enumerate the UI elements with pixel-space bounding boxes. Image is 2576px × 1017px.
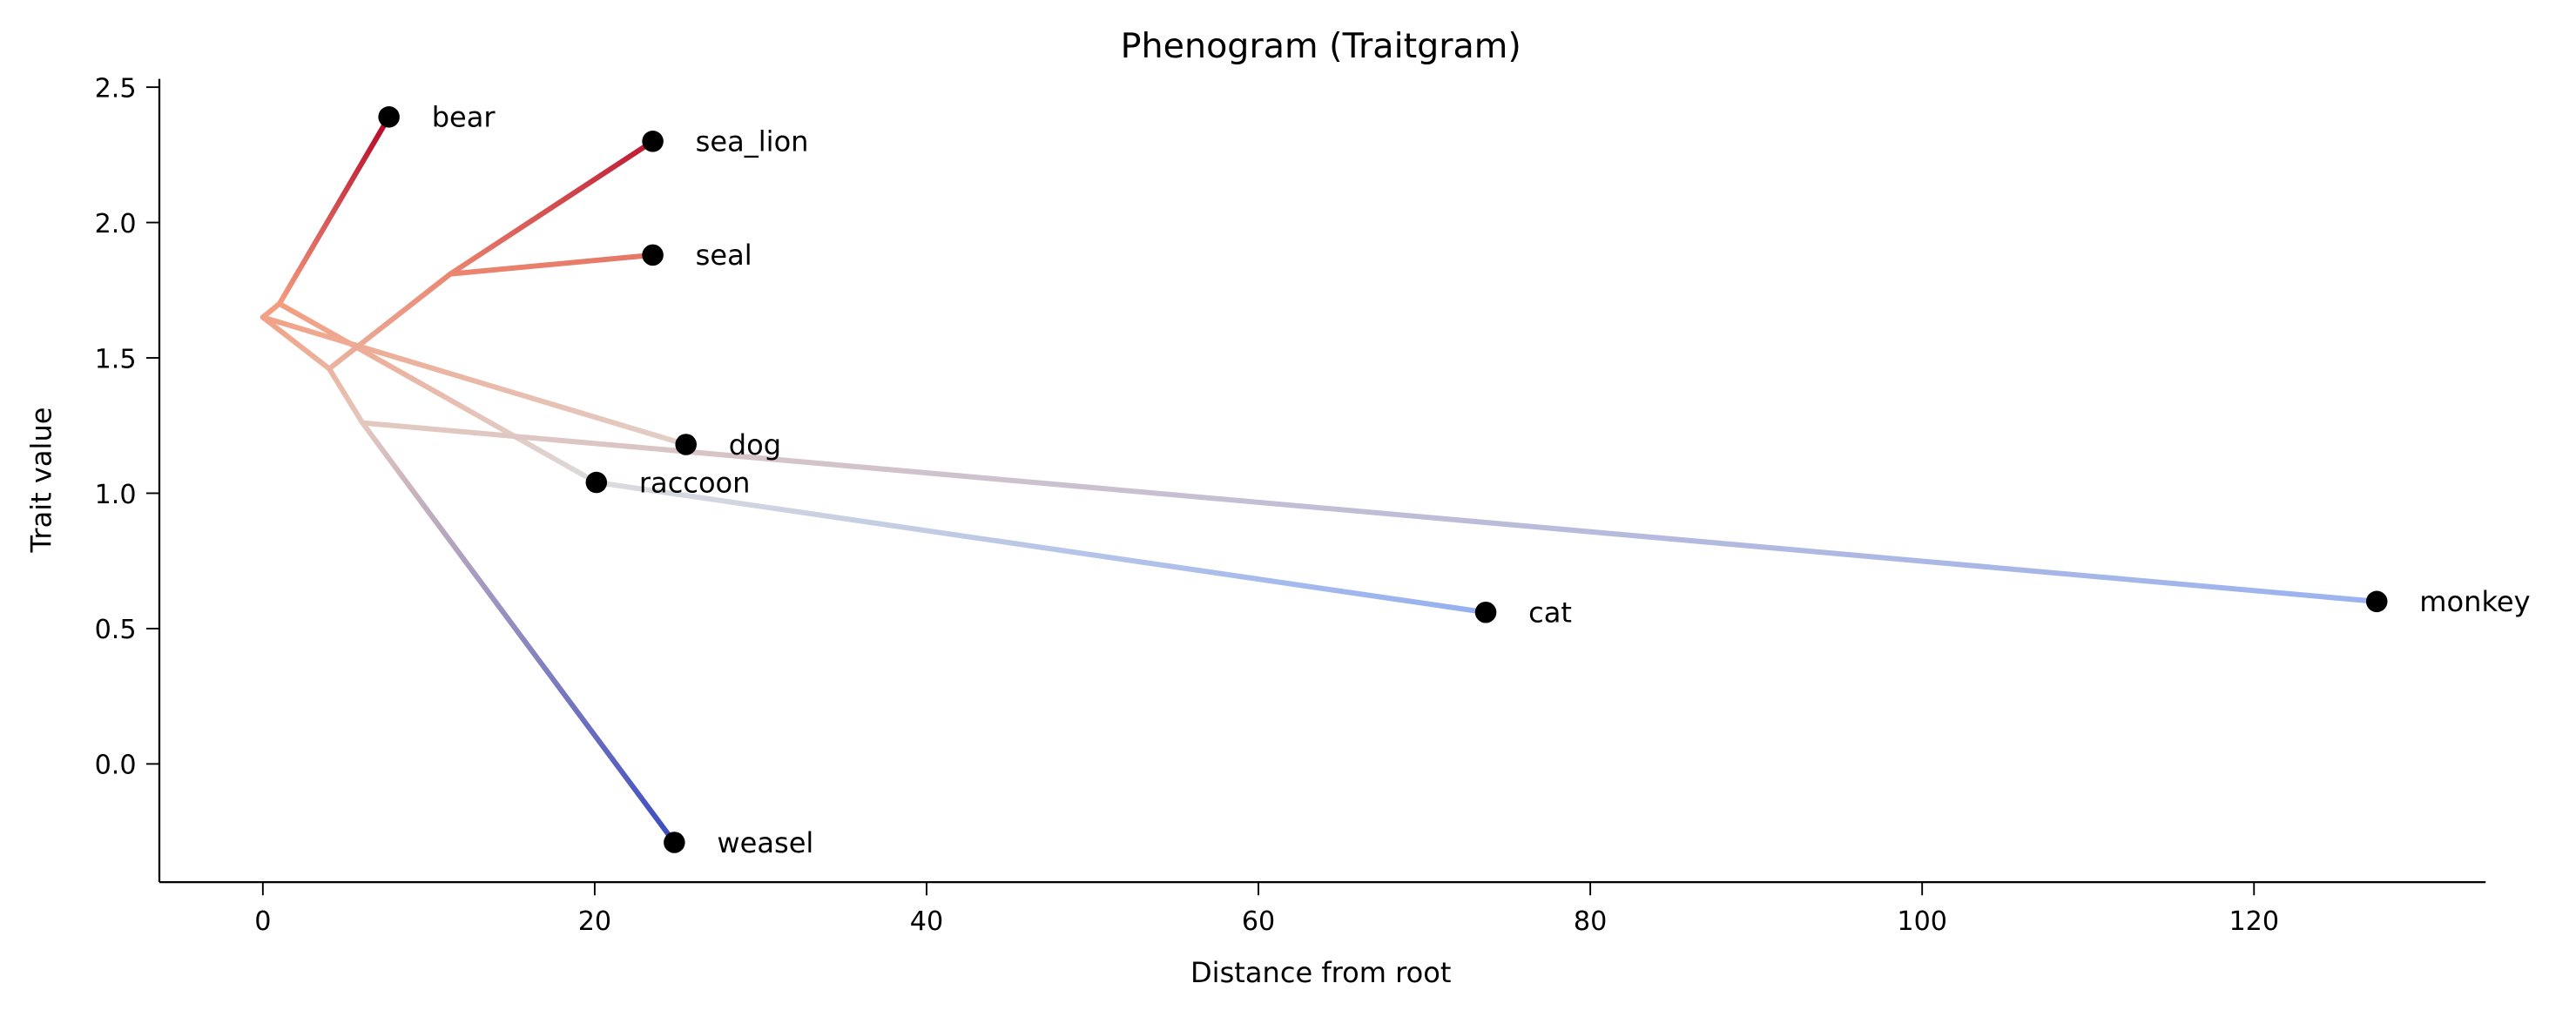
branch-raccoon-cat — [593, 480, 1489, 616]
y-tick-label: 2.0 — [95, 209, 137, 239]
tip-point-monkey — [2365, 590, 2388, 613]
branch-n4-weasel — [360, 420, 678, 845]
tip-label-seal: seal — [696, 239, 752, 272]
tip-point-raccoon — [585, 471, 608, 494]
tip-point-bear — [378, 106, 400, 128]
branch-root-n1 — [260, 300, 282, 320]
y-ticks: 0.0 0.5 1.0 1.5 2.0 2.5 — [95, 73, 159, 781]
y-tick-label: 0.0 — [95, 751, 137, 781]
tip-label-weasel: weasel — [717, 826, 813, 859]
tip-point-cat — [1474, 601, 1497, 623]
branch-n2-n4 — [327, 366, 366, 426]
x-tick-label: 40 — [910, 906, 943, 937]
branch-n2-n3 — [327, 271, 454, 372]
tip-label-bear: bear — [432, 101, 496, 134]
branch-n1-raccoon — [276, 300, 599, 486]
y-tick-label: 0.5 — [95, 615, 137, 645]
y-tick-label: 2.5 — [95, 73, 137, 104]
tip-label-sea_lion: sea_lion — [696, 125, 809, 158]
chart-title: Phenogram (Traitgram) — [1121, 26, 1521, 66]
branch-n4-monkey — [360, 420, 2380, 604]
tip-label-raccoon: raccoon — [639, 466, 751, 499]
x-axis-label: Distance from root — [1190, 956, 1451, 989]
branch-root-n2 — [260, 314, 333, 372]
y-tick-label: 1.5 — [95, 344, 137, 374]
x-tick-label: 120 — [2229, 906, 2279, 937]
x-tick-label: 100 — [1897, 906, 1947, 937]
y-tick-label: 1.0 — [95, 480, 137, 510]
tip-label-dog: dog — [729, 428, 781, 461]
branches — [260, 114, 2380, 845]
tip-label-monkey: monkey — [2419, 585, 2530, 618]
tip-point-weasel — [664, 832, 685, 853]
tip-point-dog — [675, 434, 697, 455]
y-axis-label: Trait value — [24, 407, 57, 554]
branch-n1-bear — [276, 114, 392, 306]
branch-root-dog — [260, 314, 689, 448]
tip-label-cat: cat — [1528, 596, 1572, 630]
x-ticks: 0 20 40 60 80 100 120 — [254, 882, 2279, 937]
x-tick-label: 60 — [1242, 906, 1275, 937]
x-tick-label: 80 — [1574, 906, 1607, 937]
tip-point-sea_lion — [642, 131, 664, 152]
tip-point-seal — [642, 244, 664, 266]
x-tick-label: 0 — [254, 906, 271, 937]
branch-n3-seal — [448, 252, 656, 277]
x-tick-label: 20 — [578, 906, 611, 937]
branch-n3-sea_lion — [448, 138, 656, 277]
